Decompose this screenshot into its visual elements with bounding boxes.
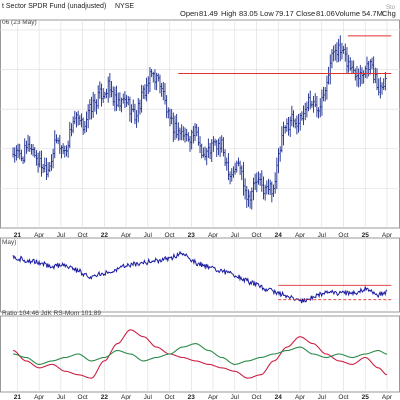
high-value: 83.05 bbox=[239, 9, 258, 18]
chart-title: t Sector SPDR Fund (unadjusted) bbox=[2, 3, 106, 10]
momentum-x-tick-label: Oct bbox=[251, 394, 261, 400]
volume-value: 54.7M bbox=[362, 9, 383, 18]
low-value: 79.17 bbox=[275, 9, 294, 18]
price-panel bbox=[0, 19, 400, 229]
price-x-tick-label: 22 bbox=[101, 232, 109, 239]
momentum-x-tick-label: Jul bbox=[57, 394, 66, 400]
price-x-tick-label: Jul bbox=[57, 232, 66, 239]
momentum-legend: Ratio 104.46 JdK RS-Mom 101.89 bbox=[2, 310, 101, 317]
ratio-line bbox=[12, 329, 388, 379]
momentum-x-tick-label: Oct bbox=[165, 394, 175, 400]
low-label: Low bbox=[260, 9, 274, 18]
momentum-x-tick-label: Apr bbox=[34, 394, 45, 400]
price-x-tick-label: Oct bbox=[165, 232, 175, 239]
exchange-label: NYSE bbox=[115, 3, 134, 10]
volume-label: Volume bbox=[335, 9, 360, 18]
momentum-x-tick-label: 22 bbox=[101, 394, 109, 400]
price-x-tick-label: Apr bbox=[121, 232, 132, 239]
momentum-x-tick-label: Apr bbox=[382, 394, 393, 400]
price-x-tick-label: Jul bbox=[144, 232, 153, 239]
momentum-x-tick-label: 21 bbox=[14, 394, 22, 400]
relative-strength-panel bbox=[0, 237, 400, 313]
price-x-tick-label: Apr bbox=[34, 232, 45, 239]
momentum-x-tick-label: Jul bbox=[231, 394, 240, 400]
momentum-x-tick-label: Jul bbox=[318, 394, 327, 400]
rs-line bbox=[12, 250, 388, 304]
momentum-x-tick-label: 24 bbox=[275, 394, 283, 400]
rs-momentum-line bbox=[13, 343, 388, 365]
price-x-tick-label: 21 bbox=[14, 232, 22, 239]
momentum-x-axis: 21 Apr Jul Oct 22 Apr Jul Oct 23 Apr Jul Oct 24 Apr Ju… bbox=[14, 394, 393, 400]
watermark: Sto bbox=[386, 5, 396, 11]
price-x-tick-label: Apr bbox=[382, 232, 393, 239]
price-x-tick-label: Jul bbox=[231, 232, 240, 239]
momentum-x-tick-label: 25 bbox=[362, 394, 370, 400]
high-label: High bbox=[221, 9, 236, 18]
price-x-tick-label: 25 bbox=[362, 232, 370, 239]
price-x-tick-label: Oct bbox=[251, 232, 261, 239]
price-subtitle: 06 (23 May) bbox=[2, 19, 37, 26]
price-x-tick-label: Jul bbox=[318, 232, 327, 239]
price-x-tick-label: Apr bbox=[208, 232, 219, 239]
momentum-x-tick-label: Apr bbox=[208, 394, 219, 400]
price-x-tick-label: Apr bbox=[295, 232, 306, 239]
momentum-x-tick-label: Jul bbox=[144, 394, 153, 400]
price-x-tick-label: 23 bbox=[188, 232, 196, 239]
momentum-x-tick-label: 23 bbox=[188, 394, 196, 400]
rs-subtitle: May) bbox=[2, 239, 16, 246]
close-value: 81.06 bbox=[316, 9, 335, 18]
close-label: Close bbox=[296, 9, 315, 18]
price-x-tick-label: 24 bbox=[275, 232, 283, 239]
price-x-tick-label: Oct bbox=[78, 232, 88, 239]
momentum-x-tick-label: Apr bbox=[295, 394, 306, 400]
price-x-tick-label: Oct bbox=[338, 232, 348, 239]
momentum-x-tick-label: Apr bbox=[121, 394, 132, 400]
chg-label: Chg bbox=[382, 9, 396, 18]
momentum-x-tick-label: Oct bbox=[78, 394, 88, 400]
open-label: Open bbox=[180, 9, 198, 18]
open-value: 81.49 bbox=[199, 9, 218, 18]
momentum-x-tick-label: Oct bbox=[338, 394, 348, 400]
price-x-axis: 21 Apr Jul Oct 22 Apr Jul Oct 23 Apr Jul Oct 24 Apr Ju… bbox=[14, 232, 393, 239]
